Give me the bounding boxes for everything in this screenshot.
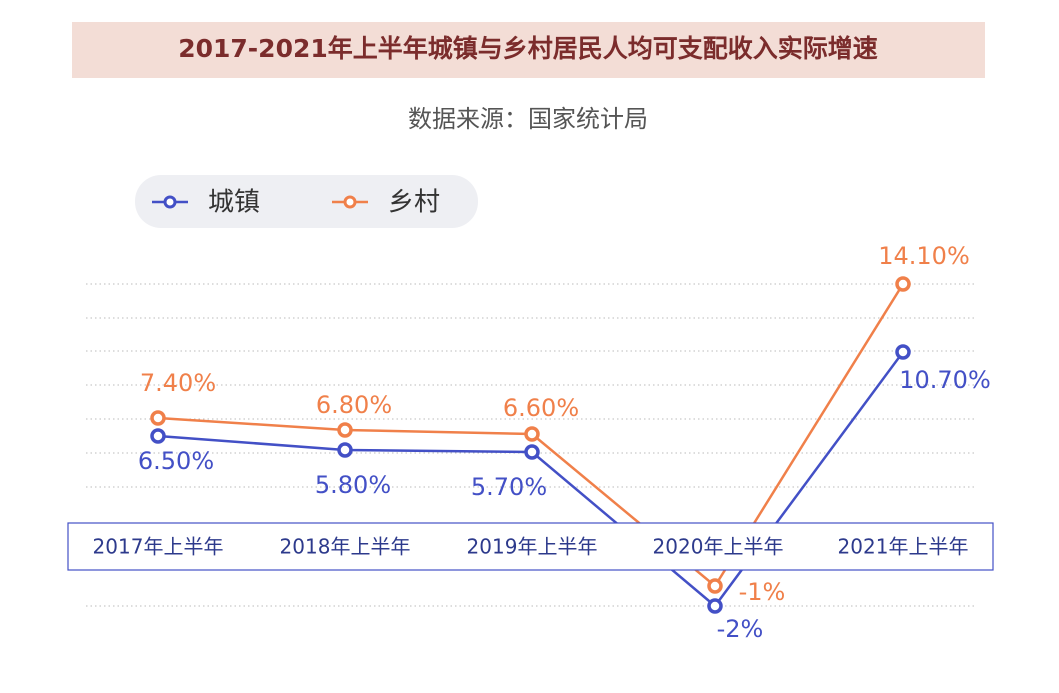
x-tick-label: 2019年上半年: [467, 535, 598, 559]
point: [707, 598, 723, 614]
value-label: 5.80%: [315, 471, 391, 499]
x-tick-label: 2021年上半年: [838, 535, 969, 559]
x-tick-label: 2018年上半年: [280, 535, 411, 559]
point: [895, 276, 911, 292]
value-label: -2%: [717, 615, 764, 643]
x-tick-label: 2017年上半年: [93, 535, 224, 559]
point: [524, 426, 540, 442]
value-label: -1%: [739, 578, 786, 606]
value-label: 6.60%: [503, 394, 579, 422]
point: [337, 442, 353, 458]
title-band: [72, 22, 985, 78]
legend-marker: [163, 195, 177, 209]
legend-label: 城镇: [208, 188, 260, 218]
point: [524, 444, 540, 460]
value-label: 7.40%: [140, 369, 216, 397]
legend-marker: [343, 195, 357, 209]
chart-subtitle: 数据来源：国家统计局: [408, 105, 648, 133]
point: [150, 428, 166, 444]
point: [707, 578, 723, 594]
value-label: 5.70%: [471, 473, 547, 501]
chart-title: 2017-2021年上半年城镇与乡村居民人均可支配收入实际增速: [178, 34, 878, 63]
legend-label: 乡村: [388, 188, 440, 218]
point: [337, 422, 353, 438]
legend-box: [135, 175, 478, 228]
category-box: [67, 522, 994, 571]
value-label: 6.80%: [316, 391, 392, 419]
x-tick-label: 2020年上半年: [653, 535, 784, 559]
value-label: 14.10%: [878, 242, 970, 270]
point: [895, 344, 911, 360]
point: [150, 410, 166, 426]
value-label: 6.50%: [138, 447, 214, 475]
value-label: 10.70%: [899, 366, 991, 394]
